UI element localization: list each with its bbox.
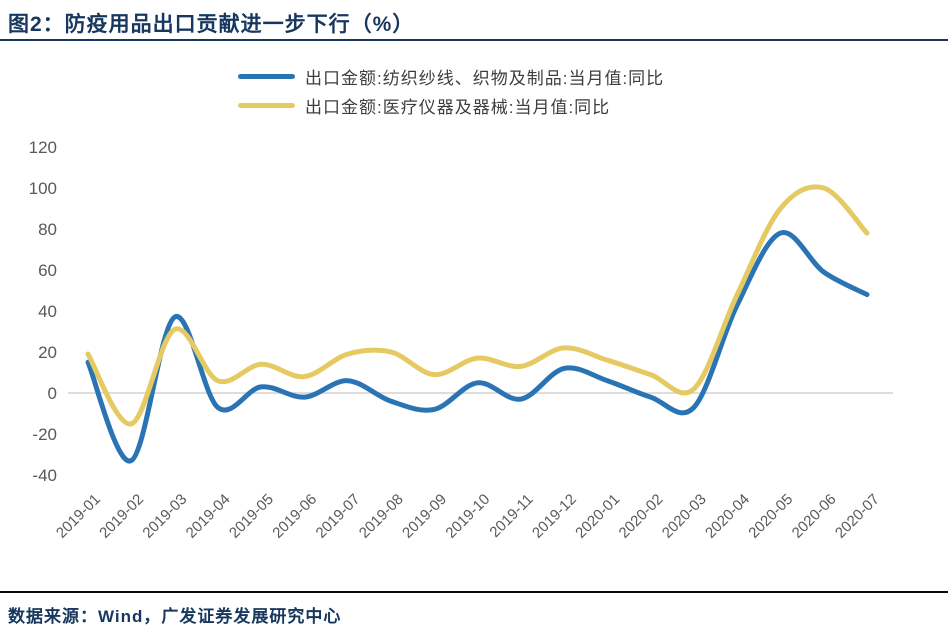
- series-line-textile: [85, 230, 870, 464]
- x-tick-label: 2020-04: [702, 491, 753, 542]
- chart-legend: 出口金额:纺织纱线、织物及制品:当月值:同比 出口金额:医疗仪器及器械:当月值:…: [238, 62, 664, 120]
- x-tick-label: 2019-06: [269, 491, 320, 542]
- x-tick-label: 2019-11: [486, 491, 536, 541]
- x-tick-label: 2019-04: [183, 491, 234, 542]
- x-tick-label: 2019-02: [96, 491, 147, 542]
- legend-line-swatch-textile: [238, 74, 295, 79]
- x-tick-label: 2019-03: [139, 491, 190, 542]
- footer-divider: [0, 591, 948, 593]
- x-tick-label: 2020-06: [789, 491, 840, 542]
- figure-title: 图2：防疫用品出口贡献进一步下行（%）: [8, 13, 415, 36]
- y-tick-label: 0: [48, 384, 57, 403]
- series-line-medical: [85, 184, 870, 427]
- y-tick-label: 20: [38, 343, 57, 362]
- y-tick-label: 80: [38, 220, 57, 239]
- x-tick-label: 2019-07: [313, 491, 364, 542]
- y-tick-label: 60: [38, 261, 57, 280]
- x-tick-label: 2019-08: [356, 491, 407, 542]
- y-tick-label: 120: [29, 138, 57, 157]
- x-tick-label: 2019-01: [53, 491, 104, 542]
- y-tick-label: 40: [38, 302, 57, 321]
- legend-item-textile: 出口金额:纺织纱线、织物及制品:当月值:同比: [238, 62, 664, 91]
- x-tick-label: 2020-07: [832, 491, 883, 542]
- x-tick-label: 2019-12: [529, 491, 580, 542]
- x-tick-label: 2020-02: [616, 491, 667, 542]
- x-tick-label: 2020-05: [745, 491, 796, 542]
- x-tick-label: 2020-01: [572, 491, 623, 542]
- title-divider: [0, 39, 948, 41]
- x-tick-label: 2020-03: [659, 491, 710, 542]
- x-tick-label: 2019-09: [399, 491, 450, 542]
- x-tick-label: 2019-05: [226, 491, 277, 542]
- legend-line-swatch-medical: [238, 103, 295, 108]
- x-tick-label: 2019-10: [442, 491, 493, 542]
- data-source: 数据来源：Wind，广发证券发展研究中心: [8, 607, 342, 626]
- y-tick-label: -40: [32, 466, 57, 485]
- legend-item-medical: 出口金额:医疗仪器及器械:当月值:同比: [238, 91, 664, 120]
- y-tick-label: -20: [32, 425, 57, 444]
- y-tick-label: 100: [29, 179, 57, 198]
- line-chart: -40-200204060801001202019-012019-022019-…: [29, 138, 893, 542]
- legend-label-medical: 出口金额:医疗仪器及器械:当月值:同比: [305, 98, 611, 117]
- legend-label-textile: 出口金额:纺织纱线、织物及制品:当月值:同比: [305, 69, 665, 88]
